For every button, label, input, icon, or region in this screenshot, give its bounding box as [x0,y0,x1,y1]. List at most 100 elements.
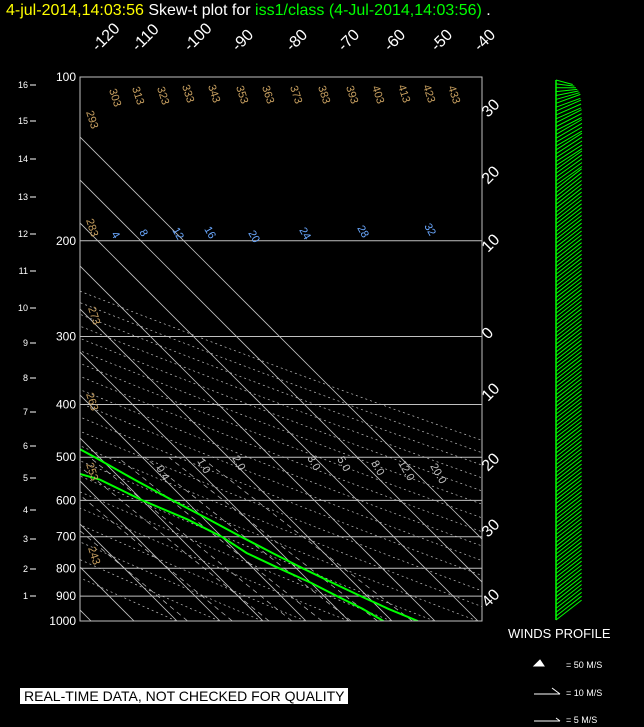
wind-barb [555,168,582,190]
wind-barb [555,393,582,415]
wind-barb [555,370,582,392]
wind-barb [555,132,583,151]
dry-adiabat-line [80,402,482,561]
height-tick-label: 4 [23,505,28,515]
top-temperature-label: -60 [381,26,409,54]
mixing-ratio-label: 0.4 [153,464,171,483]
height-tick-label: 14 [18,154,28,164]
dry-adiabat-label: 323 [154,85,171,106]
wind-barb [555,568,582,590]
mixing-ratio-label: 8 [136,228,149,239]
height-tick-label: 1 [23,591,28,601]
wind-barb [555,522,582,543]
wind-barb [555,242,582,263]
wind-barb [555,518,582,539]
dry-adiabat-line [80,375,482,533]
mixing-ratio-line [80,466,270,621]
dry-adiabat-line [80,541,263,621]
wind-barb [555,265,582,287]
wind-barb [555,207,582,229]
wind-barb [555,215,582,236]
wind-barb [555,150,583,170]
wind-barb [555,222,582,244]
isotherm-line [0,77,5,621]
wind-barb [555,97,581,108]
wind-barb [555,494,582,516]
wind-barb [555,158,583,178]
wind-legend-50: = 50 M/S [566,660,603,670]
wind-barb [555,117,582,131]
wind-barb [555,564,582,586]
dry-adiabat-label: 393 [343,84,360,105]
height-tick-label: 13 [18,192,28,202]
dry-adiabat-line [80,302,482,454]
isotherm-line [80,351,350,621]
wind-barb [555,253,582,275]
wind-barb [555,320,582,341]
wind-barb [555,277,582,298]
top-temperature-label: -50 [428,26,456,54]
wind-barb [555,580,582,601]
dry-adiabat-label: 383 [315,84,332,105]
wind-barb [555,463,582,485]
wind-barb [555,191,582,213]
mixing-ratio-line [89,456,293,621]
pressure-label: 600 [56,493,76,507]
dry-adiabat-line [80,430,482,592]
wind-barb [555,483,582,504]
wind-barb [555,92,580,100]
dry-adiabat-label: 253 [83,461,100,482]
mixing-ratio-label: 1.0 [194,457,212,476]
dry-adiabat-line [80,290,482,441]
wind-barb [555,389,582,411]
wind-barb [555,343,582,364]
wind-barb [555,176,582,197]
isotherm-line [80,437,264,621]
right-temperature-label: 20 [479,450,504,475]
wind-barb [555,440,582,462]
wind-barb [555,498,582,520]
wind-barb [555,502,582,524]
wind-barb [555,560,582,582]
dry-adiabat-label: 413 [395,83,412,104]
dry-adiabat-label: 363 [259,84,276,105]
isotherm-line [80,394,307,621]
wind-barb [555,296,582,318]
top-temperature-label: -110 [129,21,163,55]
isotherm-line [80,179,482,583]
mixing-ratio-label: 3.0 [304,454,322,473]
wind-barb [555,288,582,310]
wind-barb [555,421,582,442]
top-temperature-label: -40 [471,26,499,54]
wind-barb [555,525,582,547]
dry-adiabat-line [80,313,482,466]
wind-barb [555,144,583,163]
mixing-ratio-label: 20 [245,229,262,246]
wind-barb [555,122,583,139]
height-tick-label: 2 [23,564,28,574]
isotherm-line [80,308,393,621]
wind-barb [555,553,582,574]
dry-adiabat-line [80,460,478,621]
winds-profile-title: WINDS PROFILE [508,626,611,641]
mixing-ratio-label: 32 [421,222,438,239]
height-tick-label: 16 [18,80,28,90]
pressure-label: 800 [56,561,76,575]
wind-barb [555,172,582,194]
wind-barb [555,107,582,120]
wind-barb [555,432,582,454]
top-temperature-label: -70 [335,26,363,54]
wind-barb [555,591,582,613]
pressure-label: 300 [56,330,76,344]
right-temperature-label: 30 [479,516,504,541]
wind-barb [555,374,582,396]
mixing-ratio-label: 12 [169,226,186,243]
dry-adiabat-label: 353 [233,84,250,105]
wind-barb [555,109,582,124]
wind-barb [555,316,582,337]
height-tick-label: 5 [23,473,28,483]
dry-adiabat-line [80,507,349,621]
isotherm-line [80,222,479,621]
wind-barb [555,556,582,578]
